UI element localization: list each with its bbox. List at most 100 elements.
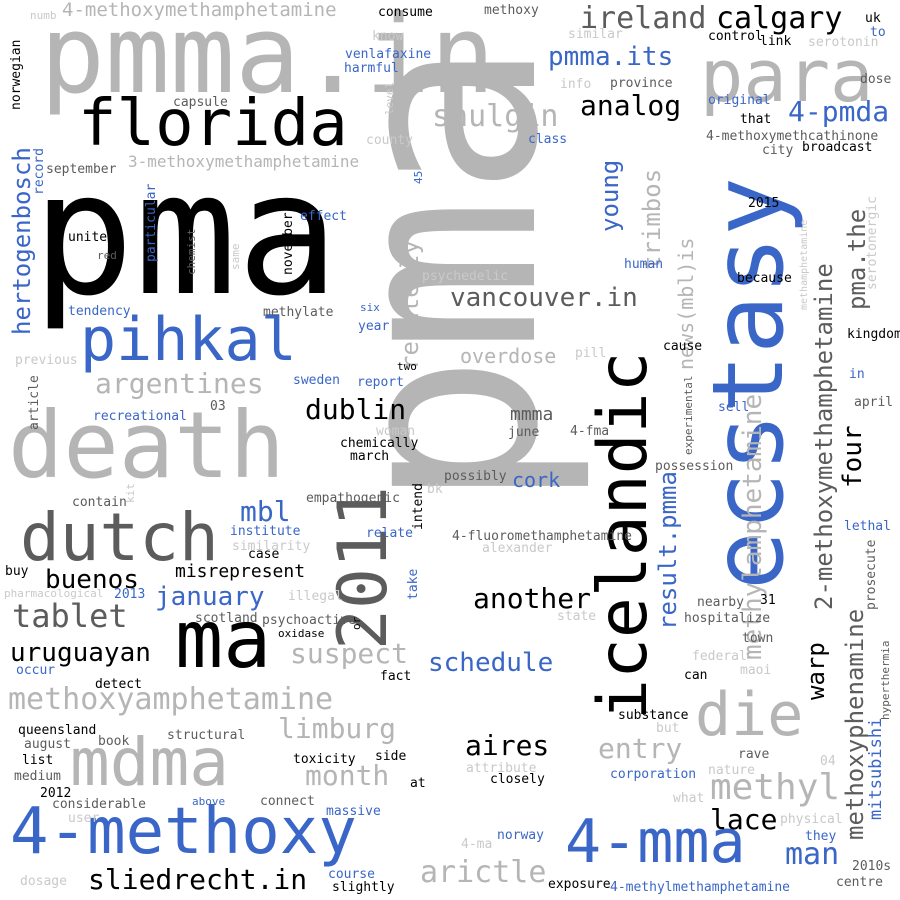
word-psychedelic: psychedelic — [422, 269, 509, 284]
word-april: april — [854, 395, 894, 410]
word-chemist: chemist — [185, 228, 198, 275]
word-similar: similar — [568, 27, 623, 42]
word-methyl: methyl — [710, 767, 841, 808]
word-structural: structural — [167, 728, 246, 743]
word-course: course — [328, 867, 375, 882]
word-know: know — [372, 29, 404, 44]
word-norwegian: norwegian — [9, 39, 24, 110]
word-4-fluoromethamphetamine: 4-fluoromethamphetamine — [452, 529, 633, 544]
word-4-methoxy: 4-methoxy — [10, 795, 357, 869]
word-four: four — [838, 425, 868, 488]
word-31: 31 — [760, 593, 776, 608]
word-city: city — [762, 143, 794, 158]
word-year: year — [358, 319, 390, 334]
word-attribute: attribute — [466, 761, 537, 776]
word-2015: 2015 — [748, 196, 780, 211]
word-3-methoxymethamphetamine: 3-methoxymethamphetamine — [128, 152, 360, 171]
word-article: article — [27, 375, 42, 430]
word-numb: numb — [30, 9, 57, 22]
word-corporation: corporation — [610, 767, 697, 782]
word-hyperthermia: hyperthermia — [879, 640, 892, 720]
word-04: 04 — [820, 754, 836, 769]
word-mbl: mbl — [240, 495, 291, 528]
word-buy: buy — [5, 564, 29, 579]
word-can: can — [684, 668, 708, 683]
word-result-pmma: result.pmma — [654, 471, 682, 630]
word-above: above — [192, 795, 226, 808]
word-dutch: dutch — [20, 499, 219, 576]
word-month: month — [305, 759, 390, 792]
word-contain: contain — [72, 495, 127, 510]
word-woman: woman — [376, 424, 416, 439]
word-physical: physical — [780, 812, 843, 827]
word-same: same — [229, 243, 242, 271]
word-that: that — [740, 112, 772, 127]
word-user: user — [68, 811, 100, 826]
word-similarity: similarity — [232, 539, 311, 554]
word-original: original — [708, 93, 771, 108]
word-two: two — [397, 360, 417, 373]
word-slightly: slightly — [332, 880, 395, 895]
word-ma: ma — [175, 593, 272, 686]
word-norway: norway — [497, 828, 544, 843]
word-list: list — [22, 753, 54, 768]
word-march: march — [350, 449, 390, 464]
word-dose: dose — [860, 72, 892, 87]
word-2013: 2013 — [114, 587, 146, 602]
word-record: record — [32, 148, 47, 195]
word-harmful: harmful — [344, 61, 399, 76]
word-human: human — [624, 257, 664, 272]
word-dublin: dublin — [305, 393, 407, 426]
word-dosage: dosage — [20, 874, 67, 889]
word-death: death — [8, 392, 285, 499]
word-considerable: considerable — [52, 797, 146, 812]
word-another: another — [473, 582, 592, 615]
word-experimental: experimental — [682, 375, 695, 455]
word-capsule: capsule — [173, 95, 228, 110]
word-case: case — [248, 547, 280, 562]
word-state: state — [557, 609, 597, 624]
word-trimbos: trimbos — [638, 168, 666, 270]
word-methoxyamphetamine: methoxyamphetamine — [8, 682, 334, 717]
word-serotonergic: serotonergic — [865, 196, 880, 290]
word-4-methoxymethamphetamine: 4-methoxymethamphetamine — [62, 0, 337, 21]
word-recreational: recreational — [93, 409, 187, 424]
word-medium: medium — [14, 769, 61, 784]
word-methoxyphenamine: methoxyphenamine — [841, 608, 869, 840]
word-possibly: possibly — [444, 469, 507, 484]
word-prosecute: prosecute — [864, 539, 879, 610]
word-reputedly: reputedly — [396, 239, 424, 370]
word-broadcast: broadcast — [802, 140, 873, 155]
word-argentines: argentines — [95, 367, 264, 400]
word-side: side — [375, 749, 407, 764]
word-2010s: 2010s — [852, 859, 892, 874]
word-lace: lace — [710, 803, 778, 836]
word-rave: rave — [738, 747, 770, 762]
word-methylate: methylate — [263, 305, 334, 320]
word-man: man — [785, 837, 840, 872]
word-cause: cause — [663, 339, 703, 354]
word-4-fma: 4-fma — [570, 424, 610, 439]
word-venlafaxine: venlafaxine — [345, 47, 432, 62]
word-class: class — [528, 132, 568, 147]
word-january: january — [155, 582, 265, 612]
word-oxidase: oxidase — [278, 627, 325, 640]
word-nearby: nearby — [697, 595, 744, 610]
word-uruguayan: uruguayan — [10, 638, 151, 668]
word-shulgin: shulgin — [432, 99, 559, 134]
word-hertogenbosch: hertogenbosch — [8, 147, 36, 335]
word-4-methylmethamphetamine: 4-methylmethamphetamine — [610, 880, 791, 895]
word-pill: pill — [575, 346, 607, 361]
word-chemically: chemically — [340, 436, 419, 451]
word-pma: pma — [32, 136, 340, 334]
word-illegal: illegal — [288, 589, 343, 604]
word-but: but — [656, 721, 680, 736]
word-at: at — [410, 776, 426, 791]
word-previous: previous — [15, 353, 78, 368]
word-september: september — [46, 162, 117, 177]
word-misrepresent: misrepresent — [175, 561, 306, 582]
word-red: red — [97, 249, 117, 262]
word-town: town — [742, 631, 774, 646]
word-link: link — [760, 34, 792, 49]
word-november: november — [281, 212, 296, 275]
